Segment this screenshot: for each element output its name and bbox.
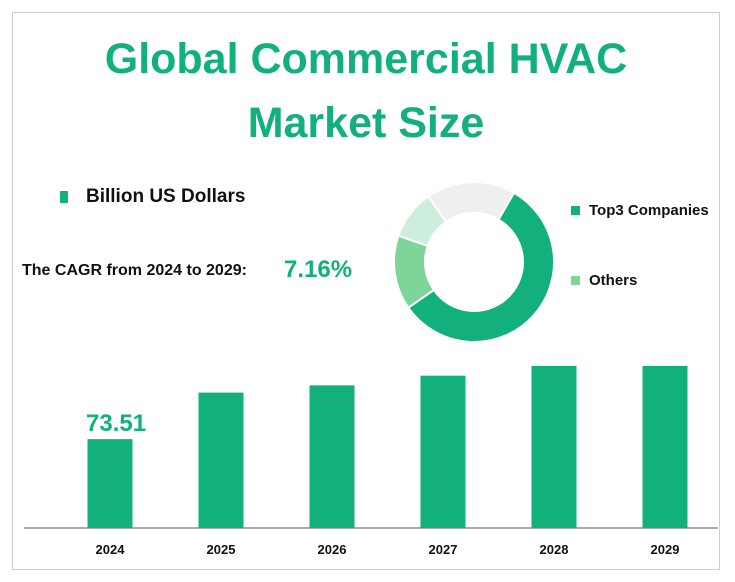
chart-title-line-1: Global Commercial HVAC bbox=[104, 35, 628, 83]
pie-legend-others-swatch bbox=[571, 276, 580, 285]
unit-legend-label: Billion US Dollars bbox=[86, 186, 246, 207]
pie-legend-top3-swatch bbox=[571, 206, 580, 215]
pie-legend-top3: Top3 Companies bbox=[571, 202, 709, 219]
chart-frame bbox=[12, 12, 720, 570]
chart-title-line-2: Market Size bbox=[247, 99, 485, 147]
bar-2027 bbox=[420, 375, 466, 528]
x-tick-label-2026: 2026 bbox=[318, 542, 347, 557]
pie-legend-others-label: Others bbox=[589, 272, 638, 289]
bar-2029 bbox=[642, 366, 688, 528]
donut-slice-1 bbox=[406, 191, 555, 343]
bar-2028 bbox=[531, 366, 577, 528]
bar-2025 bbox=[198, 392, 244, 528]
x-tick-label-2027: 2027 bbox=[429, 542, 458, 557]
pie-legend-others: Others bbox=[571, 272, 637, 289]
data-label-2024: 73.51 bbox=[86, 410, 146, 437]
cagr-label: The CAGR from 2024 to 2029: bbox=[22, 262, 247, 279]
unit-legend: Billion US Dollars bbox=[60, 186, 245, 208]
pie-legend-top3-label: Top3 Companies bbox=[589, 202, 709, 219]
cagr-value: 7.16% bbox=[284, 256, 353, 283]
x-tick-label-2025: 2025 bbox=[207, 542, 236, 557]
x-tick-label-2029: 2029 bbox=[651, 542, 680, 557]
bar-2024 bbox=[87, 439, 133, 528]
x-tick-label-2024: 2024 bbox=[96, 542, 126, 557]
x-tick-label-2028: 2028 bbox=[540, 542, 569, 557]
unit-legend-swatch bbox=[60, 191, 68, 203]
donut-slice-4 bbox=[426, 181, 516, 224]
bar-2026 bbox=[309, 385, 355, 528]
